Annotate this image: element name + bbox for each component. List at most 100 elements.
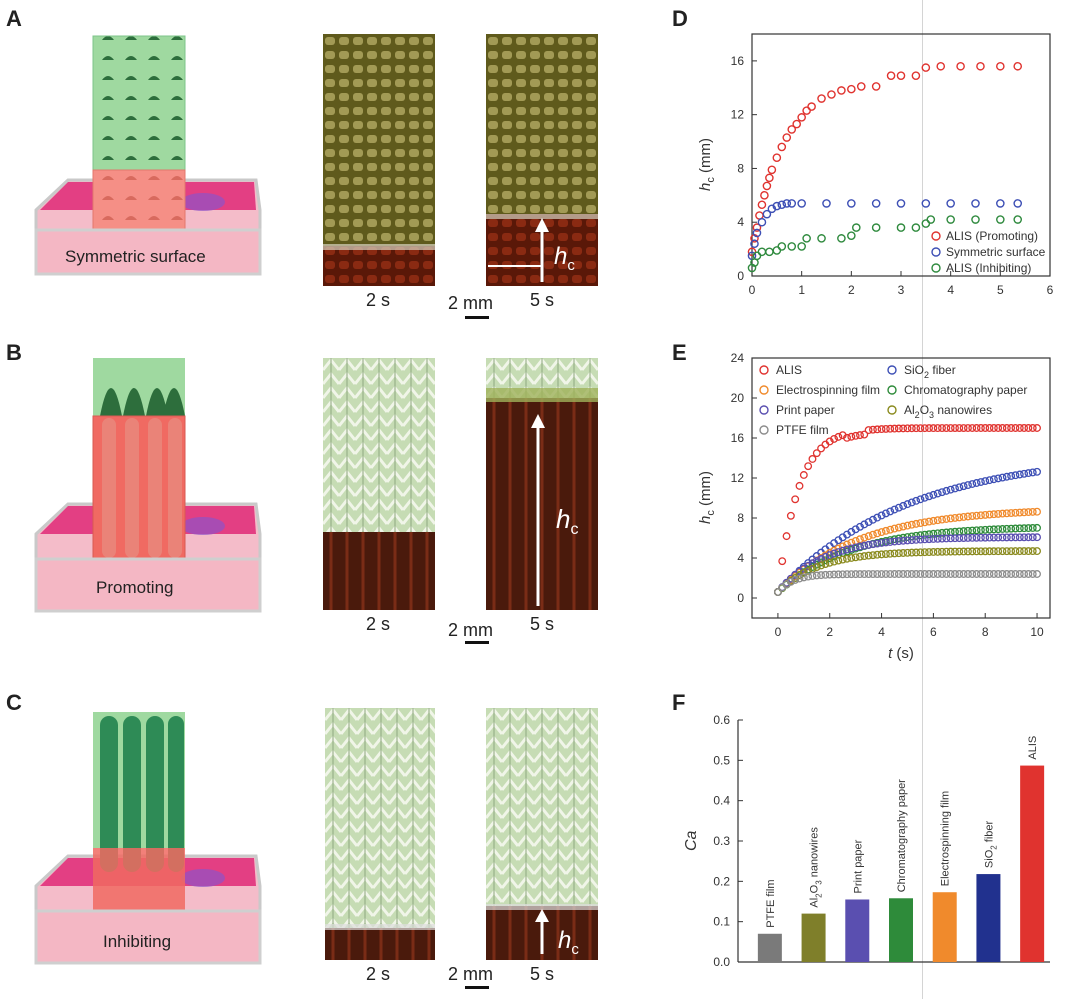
chart-d-point <box>792 119 801 129</box>
chart-d-legend-marker <box>931 247 941 257</box>
chart-e-point <box>843 545 851 554</box>
chart-d-point <box>911 71 921 80</box>
chart-e-point <box>920 530 929 539</box>
chart-e-point <box>1002 424 1011 432</box>
chart-e-point <box>886 424 895 433</box>
chart-e-point <box>830 570 839 579</box>
chart-e-point <box>877 425 886 434</box>
chart-e-point <box>1007 424 1016 432</box>
chart-d-point <box>1013 199 1023 208</box>
chart-e-point <box>851 431 860 440</box>
chart-e-point <box>1011 570 1020 578</box>
chart-e-point <box>1007 509 1016 517</box>
chart-e-point <box>925 424 934 433</box>
chart-e-point <box>942 515 951 523</box>
chart-e-point <box>981 547 990 556</box>
chart-e-point <box>951 547 959 556</box>
chart-e-ytick-label: 20 <box>731 391 745 405</box>
chart-f-bar <box>1020 765 1045 962</box>
chart-e-point <box>916 535 925 544</box>
chart-e-point <box>989 475 998 484</box>
chart-e-point <box>1028 507 1037 516</box>
chart-e-point <box>925 535 934 544</box>
chart-e-point <box>972 511 981 520</box>
chart-e-point <box>773 588 782 596</box>
chart-e-point <box>834 432 843 441</box>
chart-e-ytick-label: 4 <box>737 551 744 565</box>
chart-e-point <box>873 529 882 538</box>
chart-e-point <box>786 511 795 520</box>
chart-e-point <box>959 570 968 578</box>
photo-a-2s-label: 2 s <box>366 290 391 310</box>
chart-e-legend-marker <box>759 385 769 395</box>
chart-d-point <box>921 199 931 208</box>
scale-bar-b <box>465 641 489 644</box>
chart-e-point <box>951 484 959 493</box>
chart-e-point <box>963 424 972 432</box>
chart-e-point <box>933 534 942 543</box>
chart-e-point <box>894 537 903 546</box>
chart-e-point <box>864 518 873 526</box>
chart-e-point <box>985 424 994 432</box>
chart-e-point <box>946 570 955 578</box>
chart-d-point <box>762 209 772 219</box>
chart-e-point <box>778 557 787 566</box>
chart-e-legend-marker <box>759 365 769 375</box>
chart-e-point <box>847 432 856 441</box>
chart-e-point <box>933 570 942 578</box>
chart-e-point <box>912 424 921 433</box>
chart-e-legend-label: SiO2 fiber <box>904 363 956 380</box>
chart-e-point <box>933 489 942 498</box>
chart-e-point <box>938 424 946 433</box>
chart-e-point <box>886 570 895 578</box>
chart-e-point <box>821 560 830 568</box>
photo-c-5s: hc <box>486 708 598 960</box>
chart-e-point <box>830 557 839 566</box>
chart-d-xtick-label: 4 <box>947 283 954 297</box>
chart-e-point <box>864 570 873 579</box>
chart-e-point <box>873 425 882 434</box>
chart-e-point <box>817 444 826 453</box>
chart-e-point <box>881 550 890 558</box>
chart-e-point <box>929 529 938 538</box>
chart-e-point <box>1033 507 1041 516</box>
chart-e-point <box>1011 533 1020 542</box>
chart-e-point <box>890 524 899 533</box>
chart-f-bar <box>932 892 957 962</box>
chart-e-point <box>830 549 839 558</box>
chart-d-legend-marker <box>931 231 941 241</box>
chart-e-point <box>886 549 895 558</box>
chart-e-point <box>856 542 864 551</box>
chart-e-point <box>873 539 882 548</box>
chart-e-point <box>864 532 873 541</box>
chart-f-bar <box>845 899 870 962</box>
chart-e-point <box>998 473 1007 482</box>
chart-d-point <box>777 200 787 210</box>
chart-e-point <box>985 476 994 485</box>
chart-e-point <box>959 424 968 432</box>
chart-e-point <box>976 424 985 432</box>
chart-e-point <box>817 561 826 570</box>
chart-e-point <box>1007 547 1016 556</box>
photo-b-2s-label: 2 s <box>366 614 391 634</box>
chart-e-point <box>856 431 864 440</box>
chart-e-point <box>959 512 968 521</box>
chart-e-point <box>968 512 977 521</box>
chart-d-ytick-label: 8 <box>737 161 744 175</box>
chart-e-point <box>903 424 912 433</box>
chart-f-bar-label: Print paper <box>852 839 864 893</box>
chart-e-point <box>1028 570 1037 578</box>
chart-e-point <box>933 424 942 433</box>
chart-e-point <box>894 523 903 532</box>
chart-e-point <box>998 525 1007 533</box>
chart-e-point <box>1020 547 1029 556</box>
chart-e-point <box>830 434 839 443</box>
chart-e-point <box>1024 570 1033 578</box>
chart-e-legend-marker <box>759 425 769 435</box>
chart-e-point <box>881 570 890 578</box>
chart-d-point <box>752 223 762 232</box>
chart-e-point <box>782 580 791 589</box>
chart-e-point <box>899 522 908 531</box>
chart-e-point <box>976 547 985 556</box>
chart-d-legend-label: ALIS (Promoting) <box>946 229 1038 243</box>
